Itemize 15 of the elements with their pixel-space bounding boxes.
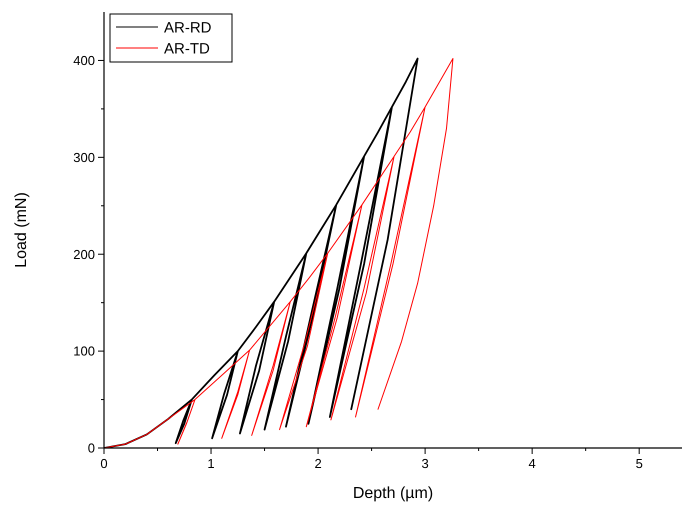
y-axis-title: Load (mN) (13, 192, 30, 268)
x-tick-label: 5 (636, 456, 643, 471)
x-tick-label: 0 (100, 456, 108, 471)
x-tick-label: 1 (207, 456, 215, 471)
legend-label: AR-RD (164, 19, 212, 36)
x-tick-label: 3 (421, 456, 429, 471)
y-tick-label: 300 (73, 150, 95, 165)
y-tick-label: 200 (73, 246, 95, 262)
x-tick-label: 2 (314, 456, 322, 471)
x-axis-title: Depth (µm) (352, 485, 434, 502)
legend-label: AR-TD (164, 40, 210, 58)
x-tick-label: 4 (528, 456, 536, 471)
y-tick-label: 100 (73, 344, 95, 359)
y-tick-label: 0 (88, 440, 95, 456)
y-tick-label: 400 (73, 52, 95, 68)
